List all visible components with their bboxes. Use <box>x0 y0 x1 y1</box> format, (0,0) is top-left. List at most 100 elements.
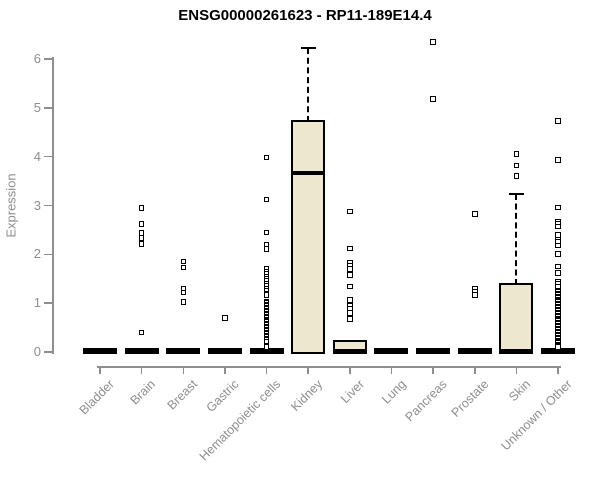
x-tick <box>432 366 434 374</box>
y-tick <box>44 351 52 353</box>
outlier-point <box>555 344 561 350</box>
median-line <box>416 350 451 354</box>
median-line <box>249 350 284 354</box>
y-tick-label: 0 <box>33 344 41 359</box>
y-tick <box>44 253 52 256</box>
y-tick-label: 1 <box>33 295 41 311</box>
outlier-point <box>555 118 561 124</box>
outlier-point <box>138 329 145 336</box>
y-tick-label: 4 <box>33 148 41 164</box>
outlier-point <box>555 242 561 249</box>
outlier-point <box>347 245 353 252</box>
outlier-point <box>180 289 187 296</box>
x-axis-label: Kidney <box>288 377 326 414</box>
outlier-point <box>347 272 353 278</box>
y-tick-label: 3 <box>33 197 41 213</box>
outlier-point <box>263 344 270 350</box>
outlier-point <box>347 297 353 303</box>
whisker-line <box>307 48 310 122</box>
x-tick <box>224 366 226 374</box>
y-tick-label: 2 <box>33 246 41 262</box>
x-axis-label: Skin <box>506 377 534 405</box>
median-line <box>374 350 409 354</box>
x-tick <box>515 366 518 374</box>
median-line <box>166 350 201 354</box>
y-tick <box>44 204 52 207</box>
x-axis-label: Lung <box>378 377 409 407</box>
x-tick <box>140 366 143 374</box>
median-line <box>291 170 326 175</box>
outlier-point <box>138 235 145 241</box>
median-line <box>541 350 576 354</box>
x-axis-line <box>97 366 561 368</box>
x-axis-label: Prostate <box>448 377 492 420</box>
median-line <box>124 350 159 354</box>
outlier-point <box>347 266 353 272</box>
y-tick <box>44 155 52 158</box>
outlier-point <box>513 173 520 179</box>
x-tick <box>182 366 185 374</box>
x-tick <box>99 366 101 374</box>
outlier-point <box>263 292 270 298</box>
x-axis-label: Hematopoietic cells <box>196 377 284 464</box>
outlier-point <box>347 283 353 290</box>
outlier-point <box>180 264 187 271</box>
x-axis-label: Brain <box>128 377 159 408</box>
x-tick <box>390 366 393 374</box>
x-tick <box>557 366 559 374</box>
outlier-point <box>555 204 561 211</box>
y-tick-label: 5 <box>33 99 41 115</box>
outlier-point <box>138 241 145 247</box>
outlier-point <box>430 39 436 45</box>
outlier-point <box>555 223 561 230</box>
outlier-point <box>263 196 270 203</box>
x-tick <box>474 366 476 374</box>
chart-title: ENSG00000261623 - RP11-189E14.4 <box>178 7 432 24</box>
outlier-point <box>347 310 353 316</box>
x-axis-label: Liver <box>337 377 367 407</box>
y-tick <box>44 58 52 60</box>
y-tick <box>44 302 52 304</box>
median-line <box>457 350 492 354</box>
x-tick <box>349 366 351 374</box>
whisker-line <box>515 193 518 285</box>
x-tick <box>265 366 268 374</box>
outlier-point <box>263 246 270 252</box>
y-tick-label: 6 <box>33 51 41 67</box>
outlier-point <box>555 270 561 276</box>
outlier-point <box>347 316 353 322</box>
median-line <box>332 349 367 354</box>
outlier-point <box>263 154 270 161</box>
outlier-point <box>138 221 145 227</box>
outlier-point <box>263 229 270 236</box>
outlier-point <box>555 263 561 270</box>
outlier-point <box>222 315 228 321</box>
x-axis-label: Pancreas <box>402 377 451 425</box>
outlier-point <box>263 338 270 344</box>
outlier-point <box>472 211 478 217</box>
outlier-point <box>555 283 561 290</box>
outlier-point <box>513 151 520 157</box>
x-axis-label: Breast <box>164 377 201 413</box>
whisker-cap <box>508 192 524 195</box>
outlier-point <box>347 208 353 215</box>
outlier-point <box>430 96 436 102</box>
outlier-point <box>555 251 561 257</box>
outlier-point <box>138 205 145 211</box>
whisker-cap <box>300 47 316 50</box>
outlier-point <box>472 292 478 298</box>
y-tick <box>44 107 52 109</box>
outlier-point <box>555 157 561 163</box>
median-line <box>83 350 117 354</box>
x-axis-label: Gastric <box>203 377 242 415</box>
outlier-point <box>513 162 520 169</box>
median-line <box>499 349 534 354</box>
outlier-point <box>138 230 145 236</box>
y-axis-line <box>52 57 54 354</box>
box <box>291 119 326 354</box>
x-axis-label: Bladder <box>76 377 117 418</box>
outlier-point <box>180 299 187 305</box>
box <box>499 282 534 354</box>
median-line <box>207 350 242 354</box>
